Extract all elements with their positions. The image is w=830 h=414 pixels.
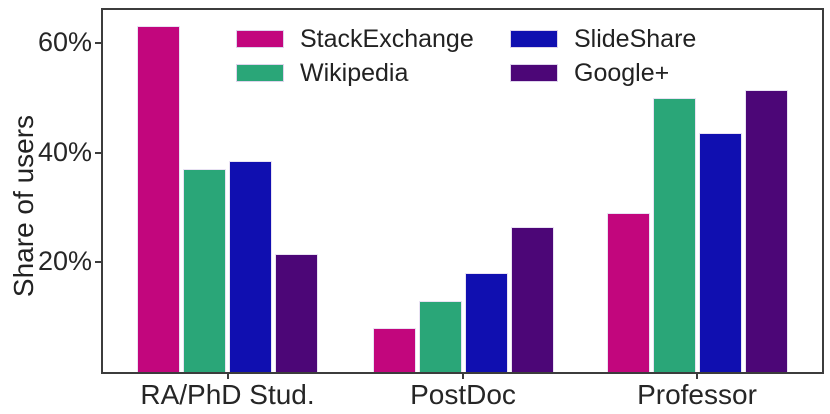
bar-group-ra-phd-stud-	[137, 26, 318, 372]
legend-swatch	[236, 64, 284, 82]
bar-slideshare	[229, 160, 272, 372]
legend-label: Wikipedia	[300, 58, 409, 87]
legend-item-stackexchange: StackExchange	[236, 24, 474, 53]
y-tick-label: 20%	[37, 246, 92, 277]
bar-group-postdoc	[372, 226, 554, 372]
bar-stackexchange	[137, 26, 180, 372]
legend-item-google-: Google+	[510, 58, 670, 87]
legend-item-slideshare: SlideShare	[510, 24, 697, 53]
bar-wikipedia	[418, 300, 462, 372]
plot-area: StackExchange Wikipedia SlideShare Google+	[103, 10, 822, 372]
bar-google-	[510, 226, 554, 372]
y-tick-mark	[95, 151, 103, 154]
bar-google-	[744, 89, 788, 372]
bar-group-professor	[606, 89, 788, 372]
x-tick-label: Professor	[637, 379, 757, 410]
legend-label: SlideShare	[574, 24, 697, 53]
bar-stackexchange	[606, 212, 650, 372]
x-tick-mark	[226, 372, 229, 379]
y-tick-mark	[95, 41, 103, 44]
legend-swatch	[510, 30, 558, 48]
bar-stackexchange	[372, 328, 416, 372]
bar-slideshare	[464, 273, 508, 372]
bar-wikipedia	[652, 97, 696, 372]
x-tick-label: PostDoc	[410, 379, 516, 410]
legend-swatch	[236, 30, 284, 48]
bar-google-	[275, 254, 318, 372]
legend-swatch	[510, 64, 558, 82]
y-axis-title: Share of users	[8, 114, 39, 298]
x-tick-mark	[696, 372, 698, 379]
bar-wikipedia	[183, 169, 226, 372]
x-tick-mark	[462, 372, 464, 379]
y-tick-mark	[95, 261, 103, 264]
x-tick-label: RA/PhD Stud.	[140, 379, 315, 410]
legend-label: Google+	[574, 58, 670, 87]
bar-slideshare	[698, 133, 742, 372]
legend-item-wikipedia: Wikipedia	[236, 58, 409, 87]
y-tick-label: 60%	[37, 26, 92, 57]
legend-label: StackExchange	[300, 24, 474, 53]
y-tick-label: 40%	[37, 136, 92, 167]
